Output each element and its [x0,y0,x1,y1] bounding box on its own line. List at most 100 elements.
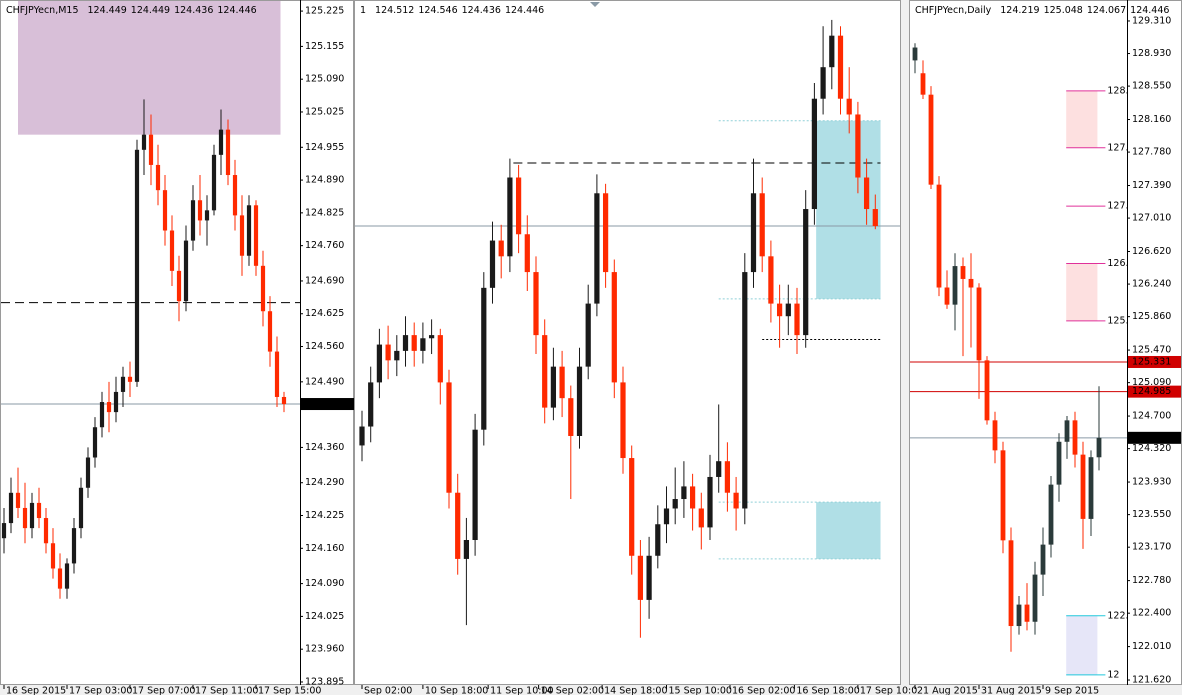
chart-panel: 128. 127. 127. 126. 125. 122. 12 129.310 128.930… [910,5,1181,695]
candle-body [944,287,950,305]
candle-body [57,568,63,589]
candle-body [663,508,670,525]
candle-body [190,200,196,241]
zone [1066,263,1098,321]
plot-area [355,19,900,638]
candle-body [912,47,918,61]
header-value: 124.512 [375,5,414,16]
x-tick-label: 17 Sep 03:00 [69,686,132,695]
candle-body [1008,540,1014,627]
candle-body [542,335,548,408]
candle-body [568,398,574,436]
header-value: 124.449 [131,5,170,16]
candle-body [204,210,210,221]
header-value: 124.446 [1130,5,1169,16]
header-value: 124.067 [1087,5,1126,16]
candle-body [550,366,557,408]
y-tick-label: 127.780 [1132,147,1171,158]
candle-body [211,154,217,211]
x-tick-label: 11 Sep 10:00 [490,686,553,695]
candle-body [50,543,56,569]
y-tick-label: 125.025 [305,106,344,117]
candle-body [1072,420,1078,455]
candle-body [1024,604,1030,622]
header-value: 124.446 [217,5,256,16]
chart-header: CHFJPYecn,Daily 124.219 125.048 124.067 124.… [915,5,1169,16]
symbol: CHFJPYecn,M15 [6,5,79,16]
symbol: 1 [360,5,366,16]
candle-body [620,382,626,459]
candle-body [837,35,844,99]
candle-body [368,382,374,427]
candle-body [646,555,652,600]
candle-body [1016,604,1022,627]
zone [1066,615,1098,675]
y-tick-label: 125.860 [1132,311,1171,322]
candle-body [1032,574,1038,622]
candle-body [120,376,126,392]
header-value: 124.546 [418,5,457,16]
level-label: 125. [1107,315,1128,326]
candle-body [437,335,443,383]
candle-body [281,396,287,405]
price-label: 125.331 [1132,356,1171,367]
candle-body [637,555,644,600]
candle-body [15,492,21,508]
candle-body [411,335,417,351]
candle-body [759,193,765,257]
candle-body [992,420,998,451]
plot-area: 128. 127. 127. 126. 125. 122. 12 [910,43,1128,680]
candle-body [197,200,203,221]
candle-body [176,270,182,302]
plot-area [1,1,300,599]
candle-body [29,502,35,529]
candle-body [629,458,635,556]
candle-body [576,366,583,436]
y-tick-label: 126.240 [1132,279,1171,290]
price-label-box [1128,431,1181,444]
candle-body [716,461,722,477]
candle-body [1064,420,1070,442]
candle-body [162,190,168,231]
level-label: 127. [1107,201,1128,212]
candle-body [148,134,154,165]
candle-body [1,523,7,539]
x-tick-label: 9 Sep 2015 [1045,686,1099,695]
candle-body [253,205,259,266]
y-tick-label: 124.160 [305,543,344,554]
y-tick-label: 124.360 [305,442,344,453]
candle-body [594,193,600,304]
candle-body [733,492,739,509]
candle-body [863,177,870,210]
y-tick-label: 122.400 [1132,608,1171,619]
candle-body [85,457,91,488]
candle-body [376,344,383,383]
price-label: 124.446 [305,399,344,410]
candle-body [984,360,990,421]
x-tick-label: 16 Sep 18:00 [796,686,859,695]
y-tick-label: 125.090 [305,74,344,85]
y-tick-label: 123.930 [1132,477,1171,488]
y-tick-label: 123.895 [305,676,344,687]
price-label: 124.985 [1132,386,1171,397]
candle-body [785,303,791,317]
y-tick-label: 128.160 [1132,114,1171,125]
x-tick-label: 17 Sep 11:00 [195,686,258,695]
y-tick-label: 127.390 [1132,180,1171,191]
y-tick-label: 124.625 [305,308,344,319]
candle-body [524,234,530,273]
candle-body [698,508,704,528]
x-tick-label: 17 Sep 15:00 [258,686,321,695]
candle-body [246,205,252,256]
candle-body [855,114,861,178]
candle-body [689,486,696,509]
candle-body [928,94,934,185]
candle-body [559,366,565,399]
candle-body [446,382,452,493]
candle-body [846,98,852,115]
candle-body [420,338,426,351]
y-tick-label: 125.470 [1132,345,1171,356]
candle-body [1096,437,1102,458]
candle-body [78,487,84,529]
candle-body [260,265,266,312]
